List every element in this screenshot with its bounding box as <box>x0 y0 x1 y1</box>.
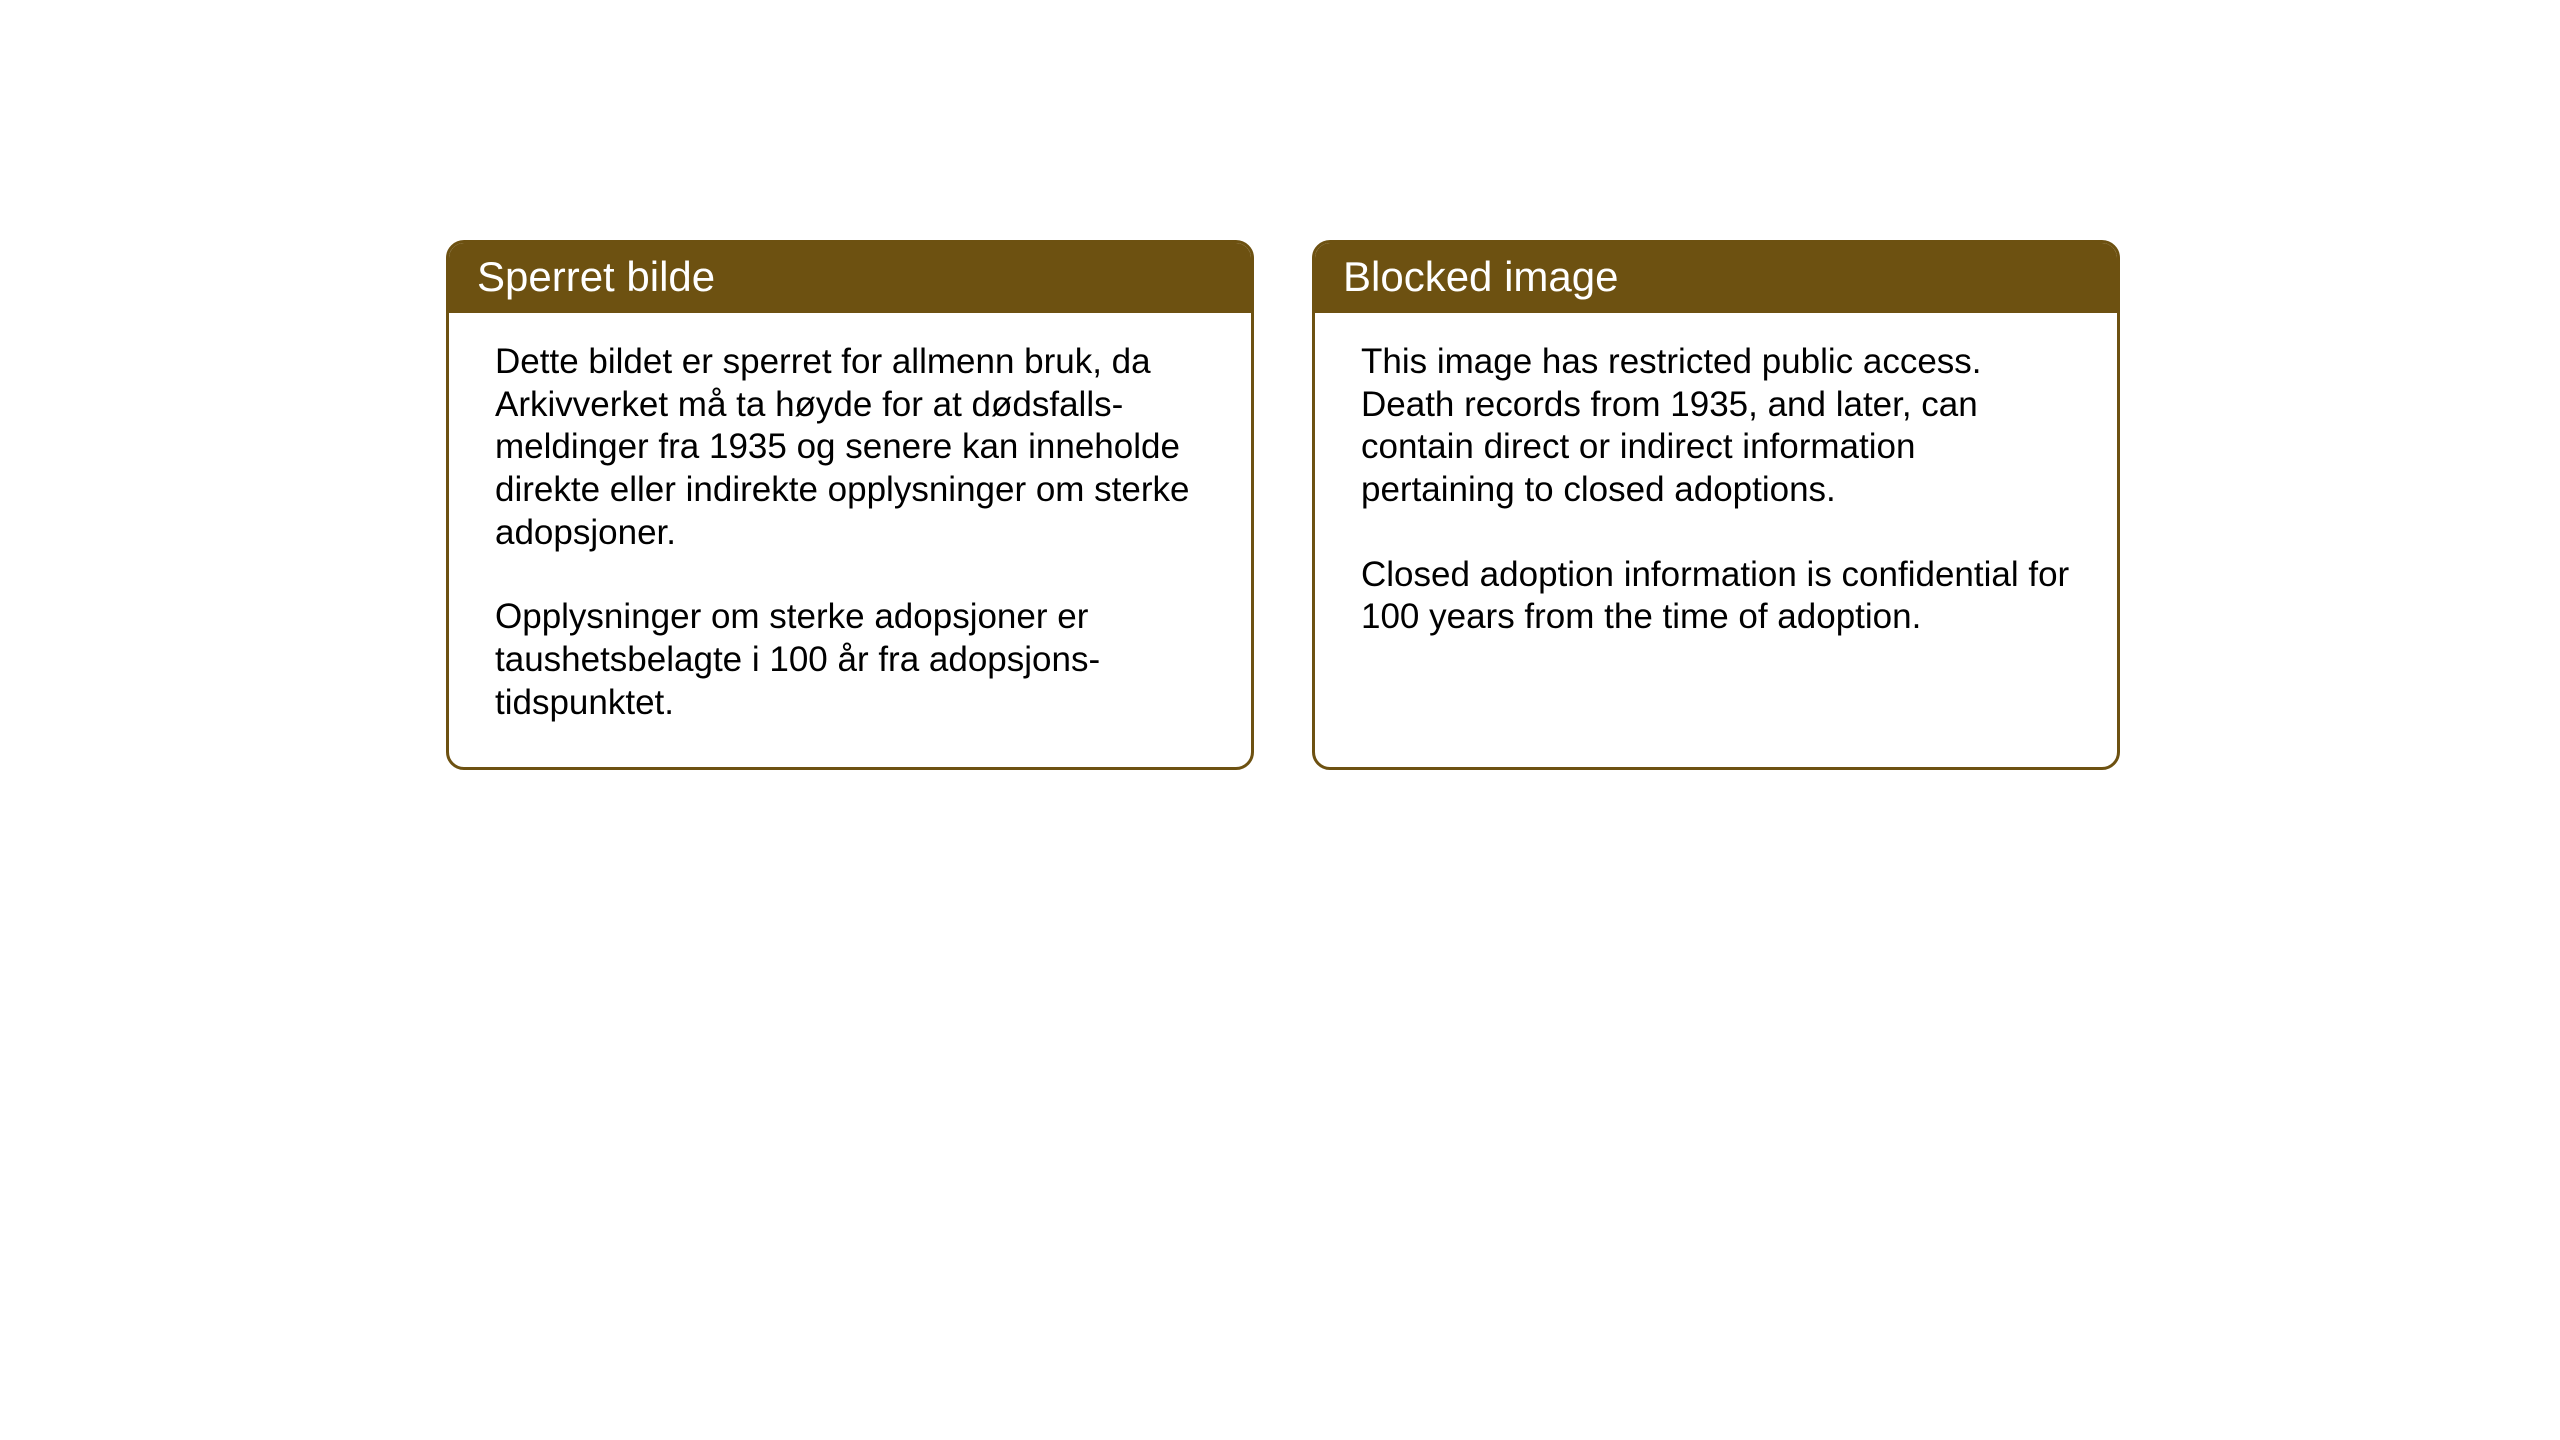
card-title-norwegian: Sperret bilde <box>477 253 715 300</box>
notice-card-english: Blocked image This image has restricted … <box>1312 240 2120 770</box>
notice-card-norwegian: Sperret bilde Dette bildet er sperret fo… <box>446 240 1254 770</box>
card-paragraph2-english: Closed adoption information is confident… <box>1361 554 2071 639</box>
card-body-norwegian: Dette bildet er sperret for allmenn bruk… <box>449 313 1251 767</box>
card-header-norwegian: Sperret bilde <box>449 243 1251 313</box>
card-header-english: Blocked image <box>1315 243 2117 313</box>
card-paragraph1-english: This image has restricted public access.… <box>1361 341 2071 512</box>
card-body-english: This image has restricted public access.… <box>1315 313 2117 761</box>
card-paragraph2-norwegian: Opplysninger om sterke adopsjoner er tau… <box>495 596 1205 724</box>
card-title-english: Blocked image <box>1343 253 1618 300</box>
card-paragraph1-norwegian: Dette bildet er sperret for allmenn bruk… <box>495 341 1205 554</box>
notice-container: Sperret bilde Dette bildet er sperret fo… <box>446 240 2120 770</box>
